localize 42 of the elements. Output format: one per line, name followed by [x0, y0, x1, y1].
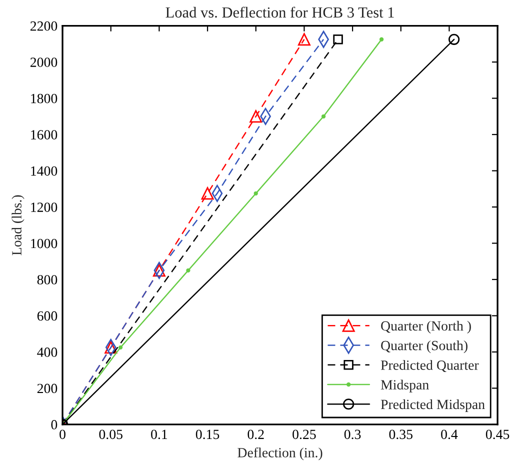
point: [448, 34, 460, 45]
y-tick-label: 2000: [30, 58, 58, 67]
y-tick-label: 400: [37, 348, 58, 357]
legend-label: Midspan: [380, 380, 429, 392]
x-tick-label: 0.4: [441, 430, 458, 440]
legend-label: Quarter (North ): [381, 320, 471, 334]
x-tick-label: 0.2: [248, 430, 264, 440]
y-tick-label: 2200: [30, 21, 58, 31]
x-tick-label: 0.05: [99, 430, 122, 440]
point: [104, 341, 118, 354]
point: [118, 345, 123, 350]
point: [152, 264, 166, 277]
point: [201, 187, 214, 200]
y-tick-label: 200: [37, 384, 58, 394]
point: [321, 114, 326, 118]
x-tick-label: 0.1: [151, 430, 168, 440]
legend-label: Predicted Midspan: [380, 399, 485, 412]
point: [379, 37, 384, 42]
legend-label: Quarter (South): [381, 340, 468, 354]
x-axis-title: Deflection (in.): [238, 447, 322, 460]
y-tick-label: 1400: [31, 166, 58, 176]
point: [333, 34, 343, 44]
y-tick-label: 800: [37, 275, 58, 284]
y-tick-label: 1600: [31, 130, 58, 140]
y-tick-label: 600: [37, 311, 58, 321]
x-tick-label: 0.25: [292, 430, 316, 440]
y-tick-label: 1800: [31, 94, 58, 104]
legend-label: Predicted Quarter: [380, 360, 479, 372]
chart-title: Load vs. Deflection for HCB 3 Test 1: [166, 6, 394, 18]
x-tick-label: 0.15: [196, 430, 220, 440]
y-tick-label: 1000: [31, 238, 58, 248]
x-tick-label: 0: [60, 430, 66, 440]
y-tick-label: 0: [51, 420, 58, 430]
y-tick-label: 1200: [31, 202, 58, 212]
x-tick-label: 0.45: [486, 430, 510, 440]
point: [186, 268, 190, 273]
point: [254, 191, 258, 196]
x-tick-label: 0.35: [389, 430, 412, 440]
point: [298, 33, 310, 46]
x-tick-label: 0.3: [344, 430, 361, 440]
point: [250, 110, 262, 123]
y-axis-title: Load (lbs.): [12, 195, 24, 256]
